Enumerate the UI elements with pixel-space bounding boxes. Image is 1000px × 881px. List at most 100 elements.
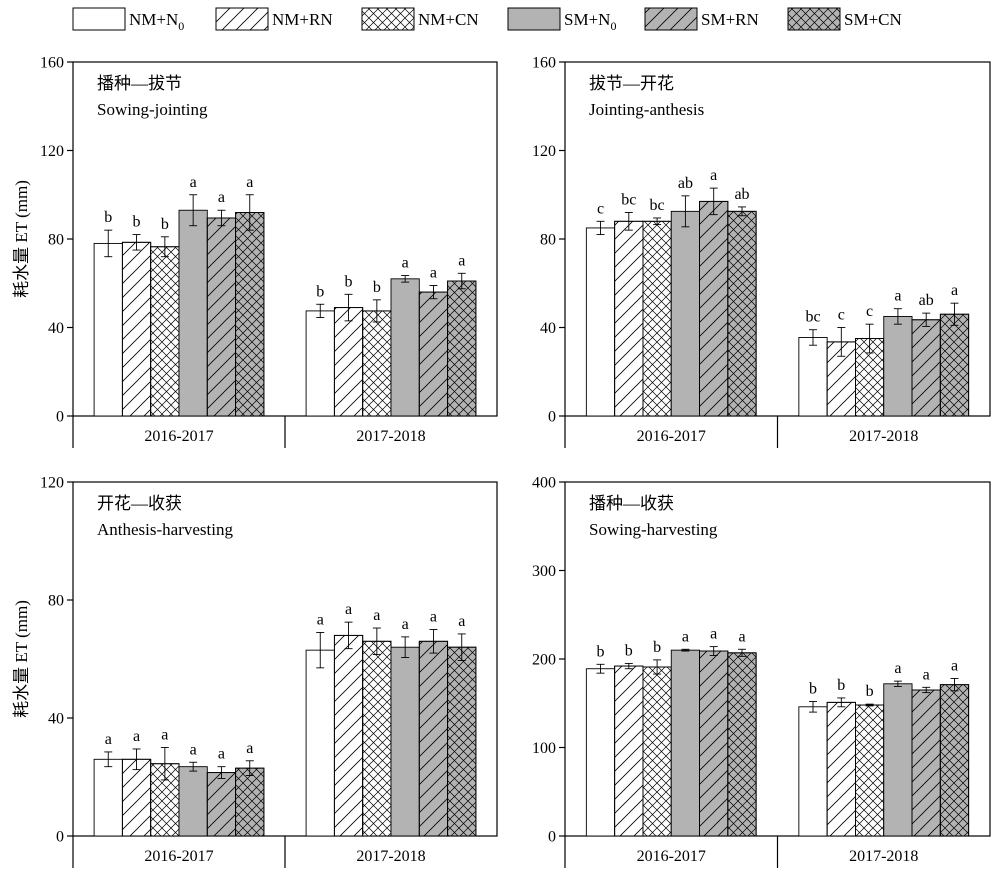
significance-letter: a [190,174,197,191]
bar [305,310,335,417]
chart-panel: 0 40 80 120 160 2016-2017 2017-2018 拔节—开花 Jointi… [532,55,991,448]
bar [670,210,700,417]
bar-pattern [855,704,885,837]
bar-pattern [235,767,265,837]
panel-subtitle: Jointing-anthesis [589,100,704,119]
significance-letter: a [317,611,324,628]
chart-panel: 0 40 80 120 160 2016-2017 2017-2018 播种—拔节 Sowing… [12,55,498,448]
significance-letter: a [246,174,253,191]
legend-label: SM+CN [844,10,902,29]
bar-pattern [418,291,449,417]
significance-letter: a [218,746,225,763]
y-tick-label: 40 [48,711,64,728]
legend-swatch-pattern [361,7,415,31]
significance-letter: b [345,273,353,290]
bar [390,646,420,837]
legend-name: SM+CN [844,10,902,29]
significance-letter: c [838,307,845,324]
legend-item: NM+CN [361,7,479,31]
significance-letter: a [738,628,745,645]
y-tick-label: 0 [56,409,64,426]
significance-letter: a [458,252,465,269]
significance-letter: c [866,303,873,320]
bar [585,668,616,837]
significance-letter: a [951,282,958,299]
y-tick-label: 120 [532,143,556,160]
significance-letter: b [653,639,661,656]
bar [585,227,616,417]
significance-letter: bc [805,309,820,326]
bar-pattern [939,684,970,837]
category-label: 2017-2018 [356,848,425,865]
bar-pattern [333,307,364,417]
significance-letter: a [710,626,717,643]
y-tick-label: 400 [532,475,556,492]
legend-label: NM+CN [418,10,479,29]
bar-pattern [206,217,237,417]
legend-label: NM+RN [272,10,333,29]
legend-swatch [507,7,561,31]
legend-item: SM+RN [644,7,759,31]
bar [390,278,420,417]
bar-pattern [826,701,856,837]
y-axis-label: 耗水量 ET (mm) [12,600,31,718]
legend-item: NM+RN [215,7,333,31]
y-tick-label: 0 [548,409,556,426]
bar-pattern [642,220,672,417]
significance-letter: b [373,279,381,296]
significance-letter: b [104,209,112,226]
bar [670,649,700,837]
bar-pattern [333,634,364,837]
bar-pattern [642,666,672,837]
significance-letter: a [430,609,437,626]
significance-letter: a [246,740,253,757]
legend-subscript: 0 [178,19,184,33]
legend-name: SM+RN [701,10,759,29]
y-tick-label: 80 [540,232,556,249]
significance-letter: a [402,255,409,272]
significance-letter: ab [919,292,934,309]
legend-swatch-pattern [644,7,698,31]
bar-pattern [727,652,757,837]
legend-subscript: 0 [610,19,616,33]
bar [798,337,828,417]
significance-letter: a [161,727,168,744]
significance-letter: a [218,189,225,206]
category-label: 2016-2017 [144,428,213,445]
y-tick-label: 100 [532,740,556,757]
y-tick-label: 40 [48,320,64,337]
legend-item: NM+N0 [72,7,184,33]
category-label: 2017-2018 [849,848,918,865]
y-axis-label: 耗水量 ET (mm) [12,180,31,298]
significance-letter: a [402,616,409,633]
significance-letter: a [923,666,930,683]
y-tick-label: 120 [40,475,64,492]
category-label: 2017-2018 [356,428,425,445]
legend-name: NM+N [129,10,178,29]
y-tick-label: 300 [532,563,556,580]
bar-pattern [699,200,729,417]
legend-swatch [72,7,126,31]
category-label: 2016-2017 [144,848,213,865]
significance-letter: a [190,741,197,758]
bar-pattern [150,246,180,417]
legend-name: NM+RN [272,10,333,29]
bar-pattern [418,640,449,837]
legend-label: SM+N0 [564,10,616,33]
bar-pattern [206,772,237,837]
bar [178,766,208,837]
panels: 0 40 80 120 160 2016-2017 2017-2018 播种—拔节 Sowing… [12,55,991,868]
panel-subtitle: Anthesis-harvesting [97,520,233,539]
category-label: 2016-2017 [637,428,706,445]
significance-letter: a [710,167,717,184]
bar-pattern [235,211,265,417]
y-tick-label: 0 [56,829,64,846]
panel-subtitle: Sowing-harvesting [589,520,718,539]
significance-letter: a [430,264,437,281]
bar [305,649,335,837]
significance-letter: c [597,200,604,217]
bar-pattern [121,241,152,417]
significance-letter: a [682,628,689,645]
bar-pattern [939,313,970,417]
bar-pattern [727,210,757,417]
